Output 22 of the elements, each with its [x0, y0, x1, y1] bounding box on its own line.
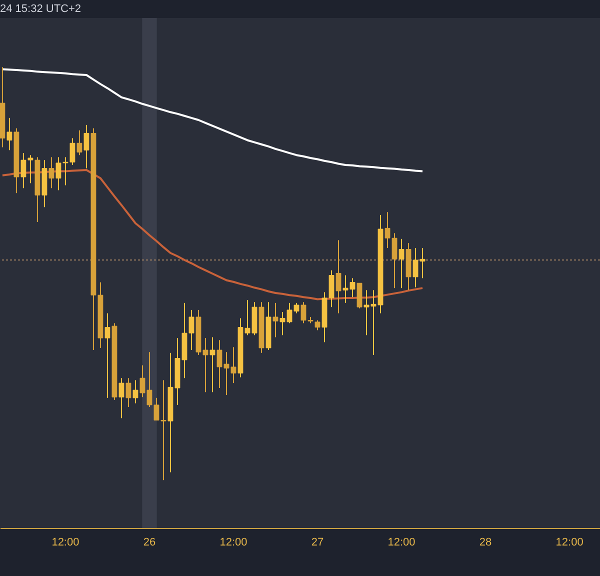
x-tick-label: 28 [479, 536, 492, 548]
candlestick [118, 378, 124, 419]
x-tick-label: 12:00 [220, 536, 248, 548]
x-tick-label: 12:00 [388, 536, 416, 548]
candlestick [48, 156, 54, 189]
candlestick [76, 130, 82, 156]
candlestick [336, 240, 342, 314]
x-tick-label: 12:00 [52, 536, 80, 548]
candlestick [126, 378, 132, 408]
candlestick [132, 380, 138, 404]
candlestick [398, 238, 404, 289]
candlestick [210, 336, 216, 393]
candlestick [314, 320, 320, 331]
x-tick-label: 27 [311, 536, 324, 548]
candlestick [6, 117, 12, 151]
candlestick [272, 302, 278, 338]
text: 24 15:32 UTC+2 [0, 2, 82, 17]
candlestick [84, 124, 90, 169]
candlestick [104, 312, 110, 398]
candlestick [356, 282, 362, 309]
x-tick-label: 26 [143, 536, 156, 548]
x-tick-label: 12:00 [556, 536, 584, 548]
